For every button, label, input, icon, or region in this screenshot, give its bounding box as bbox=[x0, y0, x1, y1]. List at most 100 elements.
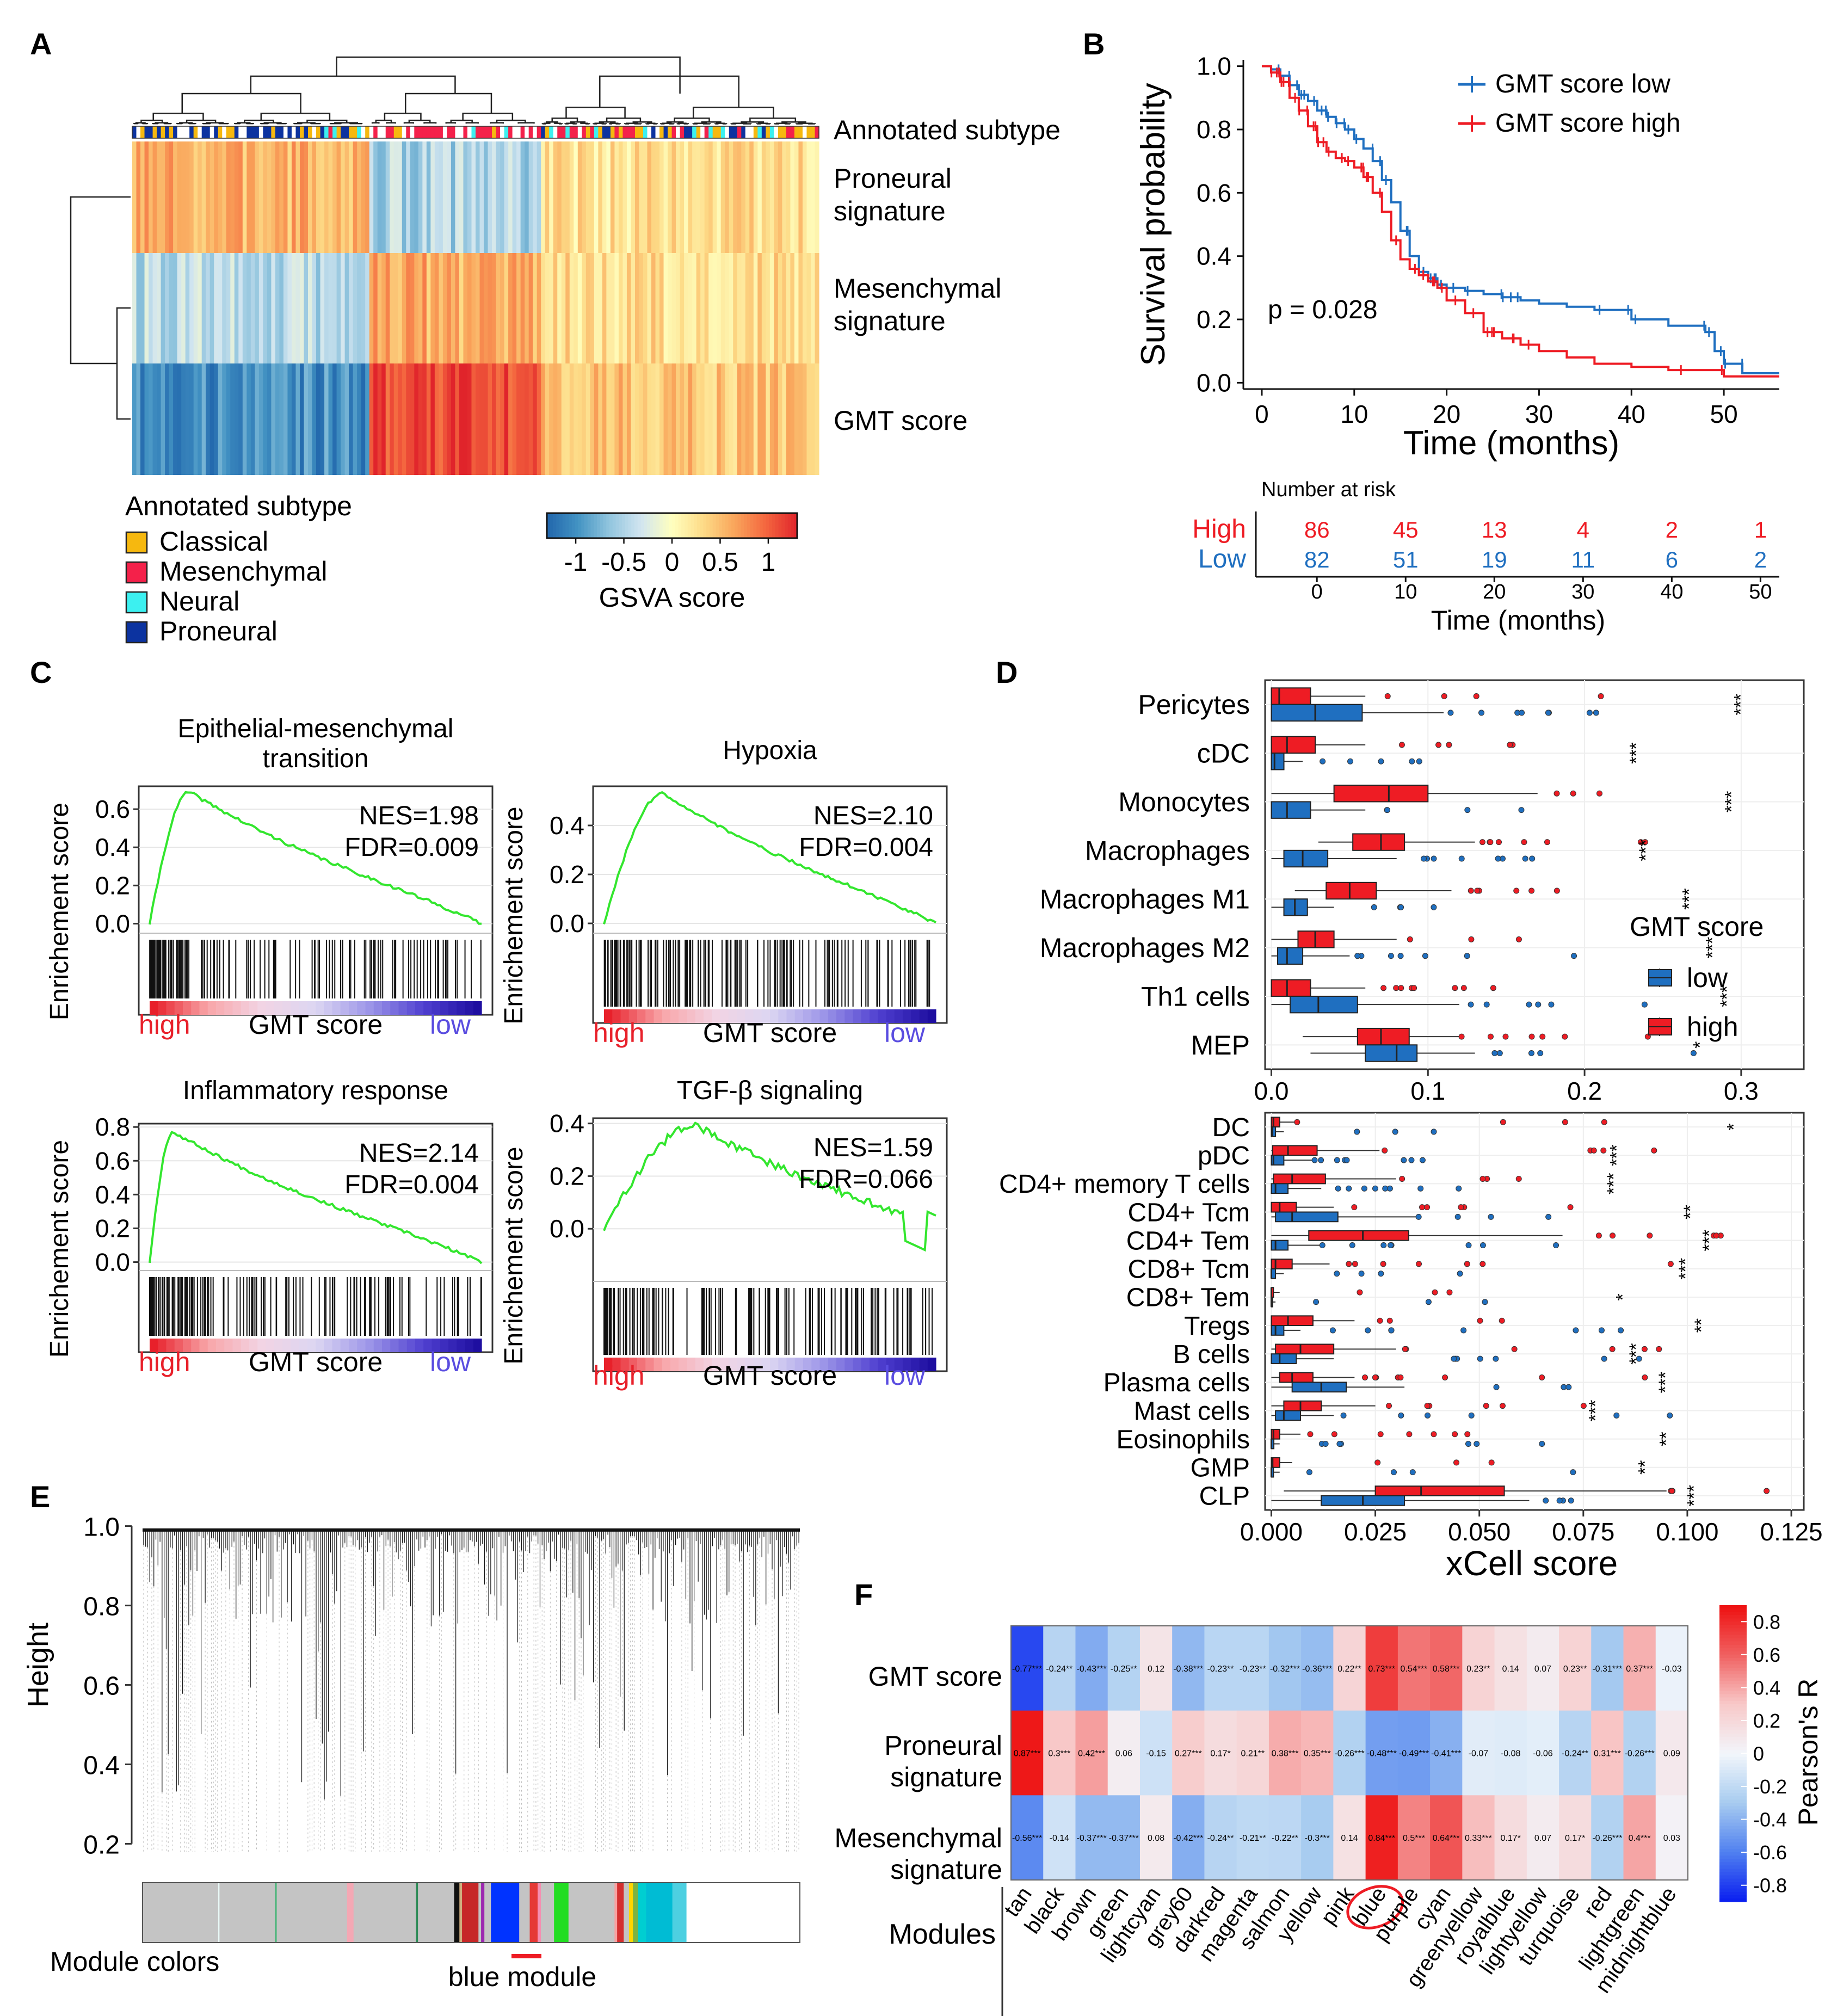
rank-bar-cell bbox=[811, 1358, 821, 1371]
colorbar-cell bbox=[1719, 1657, 1747, 1662]
annotation-cell bbox=[295, 126, 300, 138]
outlier bbox=[1764, 1488, 1770, 1494]
heatmap-cell bbox=[238, 363, 243, 475]
heatmap-cell bbox=[786, 141, 791, 253]
rank-bar-cell bbox=[828, 1358, 837, 1371]
heatmap-cell bbox=[455, 253, 460, 363]
outlier bbox=[1478, 710, 1485, 716]
heatmap-cell bbox=[320, 141, 325, 253]
heatmap-cell bbox=[733, 363, 738, 475]
heatmap-cell bbox=[152, 253, 157, 363]
correlation-cell bbox=[1623, 1795, 1656, 1881]
annotation-cell bbox=[344, 126, 349, 138]
annotation-cell bbox=[157, 126, 162, 138]
heatmap-cell bbox=[790, 253, 795, 363]
cell-type-label: cDC bbox=[1197, 738, 1250, 769]
outlier bbox=[1515, 936, 1522, 942]
annotation-cell bbox=[537, 126, 541, 138]
outlier bbox=[1386, 1185, 1393, 1192]
y-tick-label: 1.0 bbox=[83, 1513, 120, 1542]
rank-bar-cell bbox=[274, 1001, 283, 1015]
heatmap-cell bbox=[398, 253, 403, 363]
colorbar-cell bbox=[1719, 1724, 1747, 1728]
heatmap-cell bbox=[157, 141, 162, 253]
cell-type-label: CD4+ memory T cells bbox=[999, 1170, 1250, 1199]
panel-label-c: C bbox=[30, 655, 52, 689]
heatmap-cell bbox=[729, 253, 733, 363]
heatmap-cell bbox=[712, 141, 717, 253]
heatmap-cell bbox=[132, 253, 137, 363]
colorbar-cell bbox=[625, 513, 629, 538]
rank-bar-cell bbox=[316, 1339, 324, 1352]
heatmap-cell bbox=[545, 363, 550, 475]
heatmap-cell bbox=[769, 253, 774, 363]
heatmap-cell bbox=[598, 253, 603, 363]
annotation-cell bbox=[230, 126, 235, 138]
outlier bbox=[1479, 1261, 1486, 1267]
heatmap-cell bbox=[479, 253, 484, 363]
rank-bar-cell bbox=[382, 1001, 391, 1015]
outlier bbox=[1388, 1242, 1394, 1249]
annotation-cell bbox=[671, 126, 676, 138]
outlier bbox=[1601, 1119, 1607, 1125]
outlier bbox=[1515, 1175, 1522, 1182]
rank-bar-cell bbox=[836, 1009, 845, 1023]
heatmap-cell bbox=[802, 141, 807, 253]
heatmap-cell bbox=[402, 363, 406, 475]
rank-bar-cell bbox=[861, 1358, 870, 1371]
colorbar-cell bbox=[1719, 1697, 1747, 1701]
y-tick-label: 0.2 bbox=[1197, 305, 1231, 334]
outlier bbox=[1568, 1497, 1574, 1504]
colorbar-cell bbox=[772, 513, 776, 538]
heatmap-cell bbox=[263, 141, 268, 253]
heatmap-cell bbox=[422, 141, 427, 253]
heatmap-cell bbox=[455, 363, 460, 475]
annotation-cell bbox=[525, 126, 529, 138]
outlier bbox=[1334, 1271, 1340, 1277]
module-color-segment bbox=[638, 1883, 646, 1943]
significance-label: *** bbox=[1626, 742, 1647, 764]
outlier bbox=[1377, 1431, 1384, 1438]
gsea-y-tick-label: 0.4 bbox=[550, 811, 584, 840]
dendro-branch bbox=[749, 117, 797, 122]
rank-bar-cell bbox=[266, 1339, 275, 1352]
x-label-mid: GMT score bbox=[249, 1009, 383, 1040]
outlier bbox=[1453, 1459, 1460, 1466]
significance-label: ** bbox=[1691, 1318, 1712, 1333]
correlation-cell bbox=[1430, 1626, 1463, 1711]
annotation-cell bbox=[214, 126, 219, 138]
colorbar-cell bbox=[769, 513, 773, 538]
correlation-value: -0.49*** bbox=[1399, 1749, 1429, 1759]
colorbar-tick-label: 0 bbox=[1753, 1743, 1764, 1765]
colorbar-cell bbox=[1719, 1691, 1747, 1695]
rank-bar-cell bbox=[853, 1009, 862, 1023]
colorbar-cell bbox=[619, 513, 622, 538]
annotation-cell bbox=[410, 126, 415, 138]
outlier bbox=[1539, 1441, 1545, 1447]
rank-bar-cell bbox=[903, 1009, 911, 1023]
heatmap-cell bbox=[373, 363, 378, 475]
heatmap-cell bbox=[304, 253, 309, 363]
heatmap-cell bbox=[169, 253, 174, 363]
heatmap-cell bbox=[537, 363, 541, 475]
rank-bar-cell bbox=[770, 1358, 779, 1371]
correlation-cell bbox=[1333, 1626, 1366, 1711]
heatmap-cell bbox=[598, 141, 603, 253]
risk-value: 2 bbox=[1754, 547, 1767, 572]
heatmap-cell bbox=[712, 363, 717, 475]
heatmap-cell bbox=[361, 253, 366, 363]
rank-bar-cell bbox=[803, 1358, 812, 1371]
heatmap-cell bbox=[757, 363, 762, 475]
heatmap-cell bbox=[344, 141, 349, 253]
heatmap-cell bbox=[132, 363, 137, 475]
dendro-branch bbox=[306, 119, 348, 123]
colorbar-cell bbox=[1719, 1829, 1747, 1833]
correlation-value: -0.36*** bbox=[1302, 1664, 1332, 1674]
rank-bar-cell bbox=[654, 1358, 663, 1371]
annotation-cell bbox=[545, 126, 550, 138]
outlier bbox=[1378, 1271, 1384, 1277]
heatmap-cell bbox=[634, 141, 640, 253]
outlier bbox=[1570, 790, 1576, 797]
dendro-branch bbox=[496, 119, 526, 123]
rank-bar-cell bbox=[662, 1358, 671, 1371]
